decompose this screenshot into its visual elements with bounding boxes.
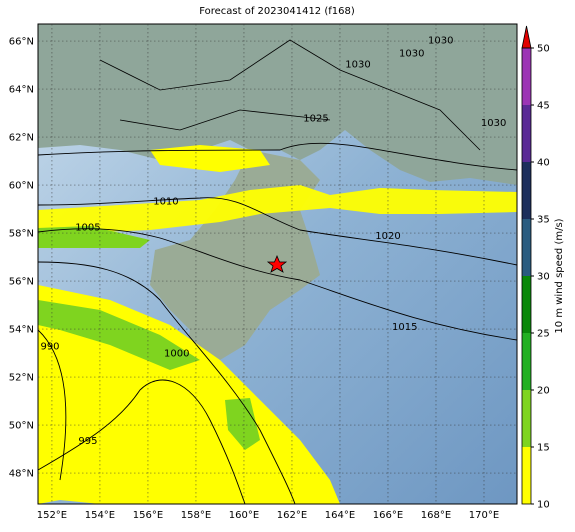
y-tick-label: 66°N: [9, 37, 34, 48]
contour-label: 1030: [399, 49, 424, 60]
contour-label: 1015: [392, 322, 417, 333]
x-tick-label: 154°E: [85, 510, 115, 521]
colorbar-tick-label: 35: [537, 215, 550, 226]
x-tick-label: 166°E: [373, 510, 403, 521]
map-overlay: 152°E 154°E 156°E 158°E 160°E 162°E 164°E 166°E…: [9, 24, 565, 521]
contour-label: 1020: [375, 231, 400, 242]
wind-band-north: [38, 185, 517, 232]
contour-label: 1025: [303, 113, 328, 124]
x-tick-label: 162°E: [277, 510, 307, 521]
colorbar-tick-label: 50: [537, 44, 550, 55]
coastline: [99, 39, 481, 151]
contour-line: [38, 329, 67, 481]
contour-label: 1030: [481, 118, 506, 129]
contour-line: [38, 261, 296, 504]
x-tick-label: 152°E: [37, 510, 67, 521]
y-tick-label: 64°N: [9, 85, 34, 96]
map-title: Forecast of 2023041412 (f168): [199, 6, 355, 17]
colorbar-tick-label: 25: [537, 329, 550, 340]
colorbar-segment: [522, 162, 531, 219]
colorbar-segment: [522, 48, 531, 105]
x-tick-label: 168°E: [421, 510, 451, 521]
x-tick-label: 156°E: [133, 510, 163, 521]
wind-green-patch: [225, 398, 260, 450]
contour-label: 1030: [345, 60, 370, 71]
map-area: [38, 24, 517, 504]
land-north: [38, 24, 517, 185]
colorbar-segment: [522, 447, 531, 504]
y-tick-label: 60°N: [9, 181, 34, 192]
y-tick-label: 50°N: [9, 421, 34, 432]
x-tick-label: 160°E: [229, 510, 259, 521]
contour-line: [38, 197, 517, 266]
contour-label: 995: [78, 436, 97, 447]
wind-yellow-inner: [60, 340, 180, 395]
y-tick-label: 62°N: [9, 133, 34, 144]
colorbar-segment: [522, 390, 531, 447]
y-tick-label: 52°N: [9, 373, 34, 384]
colorbar-tick-label: 10: [537, 500, 550, 511]
wind-green-south: [38, 300, 200, 370]
contour-line: [38, 379, 246, 504]
colorbar-segment: [522, 219, 531, 276]
colorbar-segment: [522, 276, 531, 333]
wind-band-green: [38, 226, 150, 248]
contour-label: 1010: [153, 197, 178, 208]
colorbar-segment: [522, 333, 531, 390]
colorbar-label: 10 m wind speed (m/s): [554, 218, 565, 333]
contour-label: 990: [40, 341, 59, 352]
y-tick-label: 56°N: [9, 277, 34, 288]
colorbar-segment: [522, 105, 531, 162]
contour-line: [38, 228, 517, 341]
map-frame: [37, 23, 518, 505]
colorbar-tick-label: 15: [537, 443, 550, 454]
colorbar-tick-label: 30: [537, 272, 550, 283]
wind-patch: [150, 145, 270, 172]
contour-label: 1030: [428, 36, 453, 47]
x-tick-label: 158°E: [181, 510, 211, 521]
y-tick-label: 54°N: [9, 325, 34, 336]
x-tick-label: 170°E: [469, 510, 499, 521]
contour-line: [38, 142, 517, 171]
contour-label: 1005: [75, 223, 100, 234]
contour-label: 1000: [164, 349, 189, 360]
colorbar-tick-label: 20: [537, 386, 550, 397]
colorbar-extend: [521, 25, 532, 49]
colorbar-tick-label: 45: [537, 101, 550, 112]
colorbar-tick-label: 40: [537, 158, 550, 169]
y-tick-label: 48°N: [9, 469, 34, 480]
location-star: [266, 254, 288, 273]
x-tick-label: 164°E: [325, 510, 355, 521]
y-tick-label: 58°N: [9, 229, 34, 240]
